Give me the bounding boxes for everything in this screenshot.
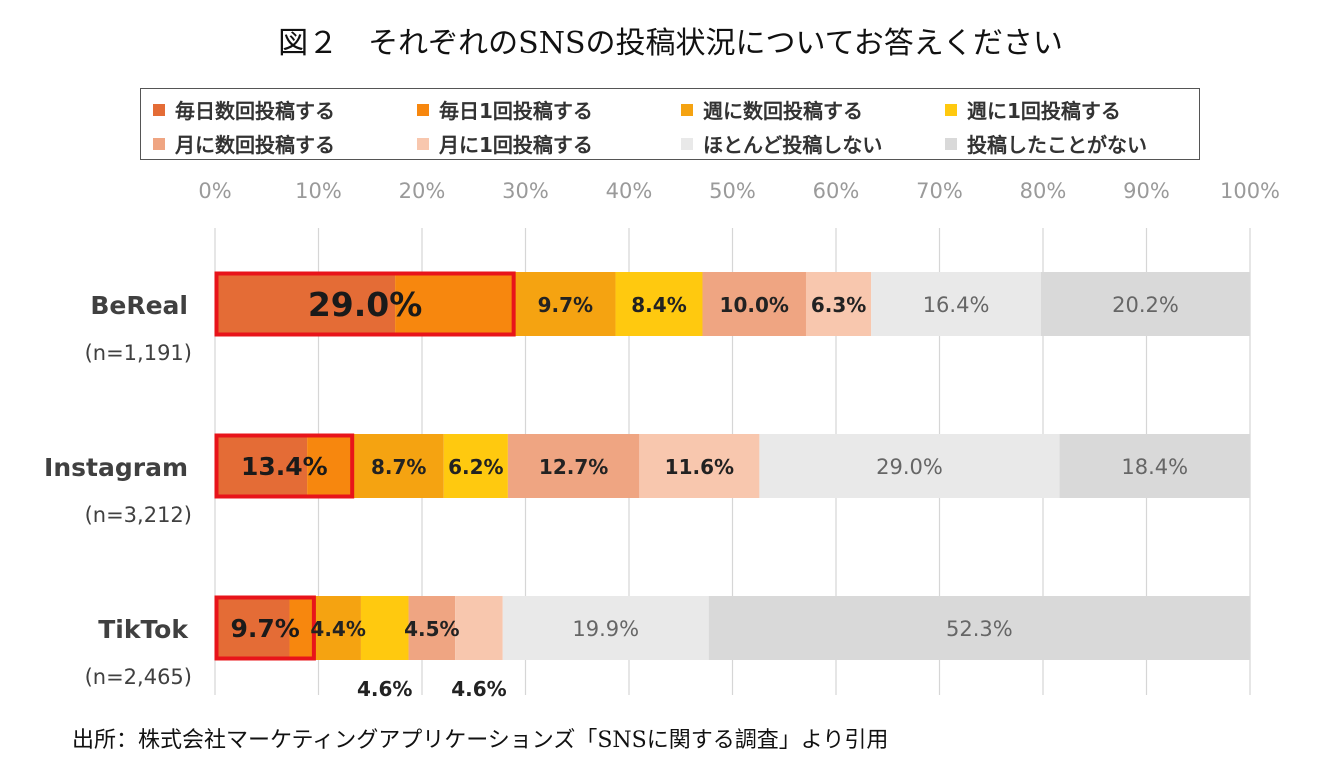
legend-swatch: [945, 103, 957, 116]
data-label: 6.3%: [811, 293, 866, 317]
data-label-daily-total: 13.4%: [241, 452, 328, 481]
bar-segment: [515, 272, 616, 336]
bar-segment: [805, 272, 872, 336]
bar-segment: [507, 434, 640, 498]
x-tick-label: 70%: [916, 179, 963, 203]
bar-segment: [702, 272, 806, 336]
bar-segment: [1059, 434, 1250, 498]
legend-swatch: [681, 137, 693, 150]
data-label: 12.7%: [539, 455, 608, 479]
bar-segment: [215, 434, 308, 498]
x-tick-label: 20%: [399, 179, 446, 203]
highlight-box: [214, 433, 355, 499]
data-label: 4.6%: [357, 677, 412, 701]
legend: 毎日数回投稿する 毎日1回投稿する 週に数回投稿する 週に1回投稿する月に数回投稿する…: [140, 88, 1200, 160]
category-n-label: (n=3,212): [85, 503, 192, 527]
legend-label: ほとんど投稿しない: [703, 133, 883, 157]
bar-segment: [395, 272, 516, 336]
data-label: 6.2%: [448, 455, 503, 479]
legend-label: 月に1回投稿する: [439, 133, 593, 157]
data-label: 19.9%: [572, 617, 639, 641]
bar-segment: [639, 434, 760, 498]
legend-item: 月に数回投稿する: [153, 129, 335, 158]
highlight-box: [214, 271, 516, 337]
legend-swatch: [417, 137, 429, 150]
legend-label: 毎日1回投稿する: [439, 99, 593, 123]
bar-segment: [360, 596, 409, 660]
category-label: Instagram: [44, 453, 188, 482]
data-label: 16.4%: [923, 293, 990, 317]
x-tick-label: 100%: [1220, 179, 1280, 203]
data-label: 4.5%: [404, 617, 459, 641]
bar-segment: [315, 596, 361, 660]
legend-item: ほとんど投稿しない: [681, 129, 882, 158]
legend-label: 投稿したことがない: [967, 133, 1147, 157]
category-n-label: (n=1,191): [85, 341, 192, 365]
legend-label: 週に数回投稿する: [703, 99, 863, 123]
bar-segment: [215, 272, 396, 336]
data-label: 52.3%: [946, 617, 1013, 641]
legend-label: 月に数回投稿する: [175, 133, 335, 157]
data-label: 8.4%: [631, 293, 686, 317]
legend-swatch: [681, 103, 693, 116]
bar-segment: [443, 434, 508, 498]
category-n-label: (n=2,465): [85, 665, 192, 689]
legend-item: 投稿したことがない: [945, 129, 1147, 158]
legend-item: 月に1回投稿する: [417, 129, 593, 158]
legend-swatch: [153, 103, 165, 116]
x-tick-label: 0%: [198, 179, 231, 203]
bar-segment: [759, 434, 1060, 498]
x-tick-label: 10%: [295, 179, 342, 203]
data-label: 8.7%: [371, 455, 426, 479]
bar-segment: [708, 596, 1250, 660]
legend-label: 毎日数回投稿する: [175, 99, 335, 123]
x-tick-label: 40%: [606, 179, 653, 203]
bar-segment: [289, 596, 316, 660]
x-tick-label: 30%: [502, 179, 549, 203]
legend-swatch: [153, 137, 165, 150]
category-label: TikTok: [98, 615, 189, 644]
legend-item: 毎日1回投稿する: [417, 95, 593, 124]
bar-segment: [502, 596, 709, 660]
data-label: 29.0%: [876, 455, 943, 479]
bar-segment: [615, 272, 703, 336]
x-tick-label: 60%: [813, 179, 860, 203]
x-tick-label: 50%: [709, 179, 756, 203]
data-label: 10.0%: [720, 293, 789, 317]
data-label: 4.4%: [310, 617, 365, 641]
legend-swatch: [417, 103, 429, 116]
data-label: 20.2%: [1112, 293, 1179, 317]
data-label-daily-total: 29.0%: [308, 285, 423, 324]
data-label: 4.6%: [451, 677, 506, 701]
highlight-box: [214, 595, 316, 661]
legend-item: 毎日数回投稿する: [153, 95, 335, 124]
bar-segment: [1040, 272, 1250, 336]
data-label-daily-total: 9.7%: [231, 614, 300, 643]
data-label: 9.7%: [538, 293, 593, 317]
legend-item: 週に1回投稿する: [945, 95, 1121, 124]
bar-segment: [408, 596, 456, 660]
legend-item: 週に数回投稿する: [681, 95, 863, 124]
bar-segment: [307, 434, 354, 498]
data-label: 18.4%: [1121, 455, 1188, 479]
data-label: 11.6%: [665, 455, 734, 479]
legend-label: 週に1回投稿する: [967, 99, 1121, 123]
stacked-bar-chart: 0% 10% 20% 30% 40% 50% 60% 70% 80% 90% 100% BeReal (…: [44, 179, 1280, 701]
source-note: 出所：株式会社マーケティングアプリケーションズ「SNSに関する調査」より引用: [72, 728, 889, 753]
x-tick-label: 80%: [1020, 179, 1067, 203]
bar-segment: [353, 434, 444, 498]
x-tick-label: 90%: [1123, 179, 1170, 203]
bar-segment: [455, 596, 503, 660]
bar-segment: [871, 272, 1041, 336]
bar-segment: [215, 596, 290, 660]
category-label: BeReal: [90, 291, 188, 320]
legend-swatch: [945, 137, 957, 150]
chart-title: 図２ それぞれのSNSの投稿状況についてお答えください: [278, 26, 1063, 61]
